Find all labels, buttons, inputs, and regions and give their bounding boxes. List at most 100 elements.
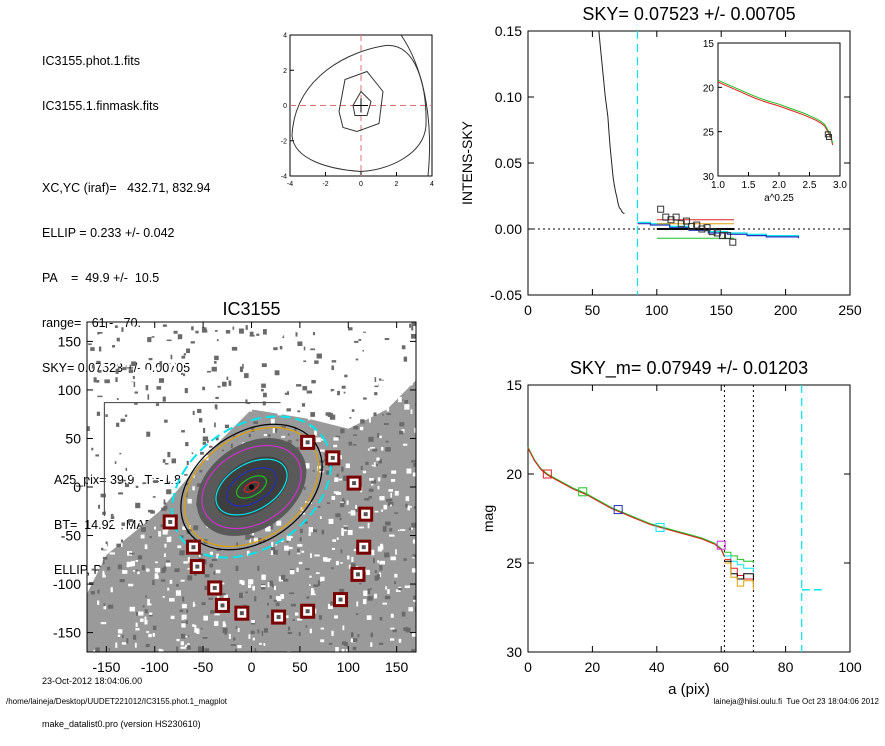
noise-speck (382, 526, 387, 532)
noise-speck (341, 528, 347, 532)
inset-curve-red (717, 81, 834, 146)
noise-speck (325, 405, 329, 411)
noise-speck (412, 539, 415, 544)
noise-speck (122, 634, 124, 639)
noise-speck (142, 482, 147, 485)
noise-speck (371, 483, 374, 486)
noise-speck (325, 412, 332, 416)
noise-speck (196, 442, 201, 444)
noise-speck (254, 596, 257, 602)
noise-speck (124, 483, 130, 488)
noise-speck (326, 377, 331, 382)
noise-speck (128, 382, 134, 388)
noise-speck (319, 516, 322, 519)
noise-speck (289, 592, 295, 595)
noise-speck (93, 499, 99, 505)
noise-speck (335, 513, 341, 518)
noise-speck (295, 342, 298, 348)
noise-speck (145, 385, 149, 391)
x-tick-label: 20 (585, 659, 601, 675)
noise-speck (147, 394, 150, 400)
inset-frame (717, 42, 841, 177)
noise-speck (228, 380, 232, 386)
noise-speck (214, 396, 219, 399)
noise-speck (334, 477, 339, 482)
mask-square-core (305, 440, 310, 445)
noise-speck (385, 368, 390, 372)
noise-speck (104, 441, 110, 445)
noise-speck (256, 333, 260, 336)
y-tick-label: 50 (65, 430, 81, 446)
noise-speck (404, 399, 408, 404)
noise-speck (270, 547, 276, 551)
noise-speck (163, 441, 168, 446)
noise-speck (271, 584, 274, 588)
noise-speck (174, 568, 180, 573)
noise-speck (140, 618, 144, 622)
noise-speck (312, 469, 315, 472)
noise-speck (188, 402, 193, 406)
noise-speck (177, 545, 182, 549)
noise-speck (173, 330, 178, 334)
y-tick-label: -50 (61, 527, 81, 543)
noise-speck (232, 326, 235, 330)
noise-speck (183, 438, 186, 441)
noise-speck (238, 328, 244, 334)
noise-speck (284, 325, 287, 330)
noise-speck (180, 451, 185, 455)
noise-speck (243, 385, 250, 389)
x-tick-label: -2 (322, 181, 328, 188)
noise-speck (184, 452, 189, 458)
noise-speck (126, 379, 131, 383)
noise-speck (126, 561, 132, 567)
noise-speck (379, 435, 382, 439)
noise-speck (311, 588, 314, 592)
noise-speck (141, 370, 144, 374)
noise-speck (318, 372, 323, 378)
noise-speck (180, 633, 186, 639)
noise-speck (89, 581, 94, 586)
noise-speck (164, 463, 169, 465)
noise-speck (393, 333, 399, 339)
noise-speck (163, 499, 166, 505)
noise-speck (222, 627, 228, 634)
noise-speck (391, 470, 397, 474)
noise-speck (89, 440, 94, 444)
noise-speck (221, 592, 226, 596)
noise-speck (217, 595, 220, 599)
noise-speck (342, 625, 345, 631)
noise-speck (310, 593, 316, 596)
sky-square-marker (729, 238, 737, 246)
noise-speck (385, 521, 391, 526)
inset-xlabel: a^0.25 (764, 193, 794, 204)
noise-speck (110, 516, 115, 519)
noise-speck (287, 433, 290, 436)
noise-speck (325, 559, 331, 562)
noise-speck (203, 427, 206, 434)
noise-speck (344, 642, 348, 647)
noise-speck (267, 581, 270, 588)
inset-curve-green (717, 79, 834, 144)
noise-speck (214, 404, 218, 410)
noise-speck (390, 492, 392, 498)
noise-speck (415, 580, 416, 583)
noise-speck (274, 427, 278, 433)
info-line: PA = 49.9 +/- 10.5 (42, 271, 160, 285)
noise-speck (122, 363, 126, 368)
noise-speck (386, 413, 391, 416)
noise-speck (201, 329, 208, 333)
mag-frame (527, 384, 851, 653)
noise-speck (177, 334, 183, 340)
noise-speck (183, 373, 186, 377)
noise-speck (191, 323, 197, 326)
noise-speck (351, 556, 354, 562)
noise-speck (306, 390, 313, 394)
noise-speck (179, 339, 182, 343)
x-tick-label: 150 (385, 659, 409, 675)
noise-speck (353, 434, 357, 436)
noise-speck (253, 347, 259, 352)
noise-speck (356, 601, 359, 607)
noise-speck (162, 529, 168, 535)
sky-profile-line (598, 31, 625, 214)
noise-speck (185, 491, 188, 498)
